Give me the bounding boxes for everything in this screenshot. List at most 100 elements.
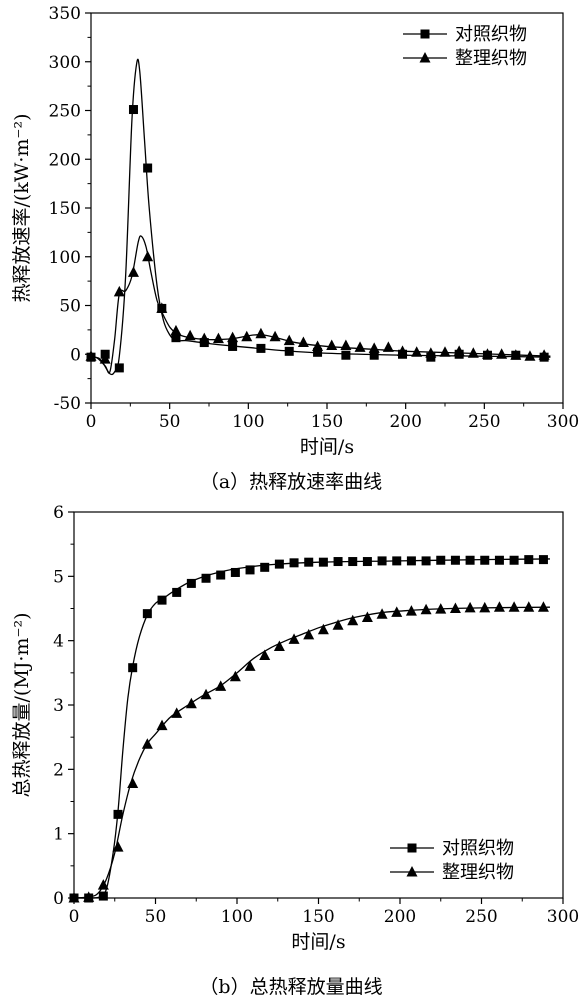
x-tick-label: 250 [465, 907, 497, 927]
y-axis-label: 总热释放量/(MJ·m⁻²) [11, 613, 33, 798]
y-tick-label: 2 [53, 760, 64, 780]
legend-marker [407, 843, 417, 853]
data-point [465, 555, 475, 565]
data-point [523, 601, 535, 612]
data-point [436, 555, 446, 565]
y-tick-label: 300 [49, 53, 81, 73]
data-point [215, 680, 227, 691]
x-tick-label: 200 [389, 412, 421, 432]
data-point [142, 609, 152, 619]
data-point [260, 562, 270, 572]
data-point [112, 841, 124, 852]
legend-marker [420, 29, 430, 39]
data-point [269, 330, 281, 342]
x-tick-label: 100 [221, 907, 253, 927]
x-tick-label: 150 [302, 907, 334, 927]
data-point [481, 348, 493, 359]
data-point [241, 330, 253, 342]
data-point [212, 332, 224, 344]
data-point [185, 697, 197, 709]
data-point [397, 345, 409, 356]
data-point [127, 266, 139, 277]
x-tick-label: 0 [86, 412, 97, 432]
data-point [480, 555, 490, 565]
data-point [464, 601, 476, 613]
panel-b-total-heat-release: 0 50 100 150 200 250 300 0 1 2 3 4 5 6 时间/s 总热释放量/(MJ·m… [11, 503, 579, 998]
data-point [304, 557, 314, 567]
data-point [332, 619, 344, 630]
data-point [157, 595, 167, 605]
data-point [297, 336, 309, 348]
data-point [97, 879, 109, 890]
figure-caption: （a）热释放速率曲线 [200, 471, 382, 493]
data-point [421, 556, 431, 566]
data-point [420, 603, 432, 615]
x-tick-label: 50 [159, 412, 181, 432]
data-point [303, 628, 315, 640]
data-point [68, 892, 80, 903]
series-line [90, 58, 551, 376]
y-tick-label: -50 [54, 394, 81, 414]
data-point [406, 556, 416, 566]
data-point [255, 327, 267, 339]
data-point [376, 608, 388, 619]
data-point [368, 342, 380, 353]
x-axis-label: 时间/s [300, 436, 354, 458]
data-point [425, 347, 437, 358]
data-point [284, 346, 294, 356]
data-point [289, 558, 299, 568]
data-point [201, 573, 211, 583]
data-point [312, 340, 324, 351]
panel-a-heat-release-rate: 0 50 100 150 200 250 300-500501001502002503003… [11, 4, 579, 493]
data-point [283, 334, 295, 346]
data-point [369, 350, 379, 360]
data-point [172, 587, 182, 597]
data-point [99, 353, 111, 364]
data-point [171, 707, 183, 718]
data-point [354, 341, 366, 352]
plot-frame [90, 12, 564, 404]
data-point [362, 557, 372, 567]
data-point [259, 649, 271, 660]
data-point [274, 559, 284, 569]
data-point [361, 611, 373, 623]
series-control-fabric [86, 58, 551, 376]
data-point [156, 302, 168, 313]
x-axis-label: 时间/s [291, 931, 345, 953]
x-tick-label: 300 [547, 412, 579, 432]
y-tick-label: 250 [49, 102, 81, 122]
y-tick-label: 6 [53, 503, 64, 523]
data-point [449, 602, 461, 613]
data-point [198, 332, 210, 344]
data-point [113, 809, 123, 819]
y-axis-label: 热释放速率/(kW·m⁻²) [11, 114, 33, 303]
data-point [83, 891, 95, 902]
data-point [244, 660, 256, 671]
data-point [156, 719, 168, 731]
data-point [170, 324, 182, 336]
x-tick-label: 250 [468, 412, 500, 432]
data-point [113, 285, 125, 297]
data-point [405, 605, 417, 616]
legend-label: 整理织物 [442, 862, 514, 883]
data-point [171, 333, 181, 343]
data-point [98, 891, 108, 901]
y-tick-label: 5 [53, 567, 64, 587]
data-point [510, 349, 522, 360]
data-point [494, 555, 504, 565]
data-point [216, 570, 226, 580]
legend-label: 整理织物 [455, 48, 527, 69]
data-point [450, 555, 460, 565]
data-point [127, 777, 139, 788]
x-tick-label: 300 [547, 907, 579, 927]
data-point [537, 601, 549, 612]
data-point [186, 578, 196, 588]
series-treated-fabric [85, 235, 551, 374]
y-tick-label: 0 [53, 889, 64, 909]
data-point [411, 346, 423, 357]
data-point [538, 555, 548, 565]
figure-caption: （b）总热释放量曲线 [199, 976, 382, 998]
legend-marker [419, 52, 431, 63]
data-point [467, 347, 479, 358]
data-point [509, 555, 519, 565]
